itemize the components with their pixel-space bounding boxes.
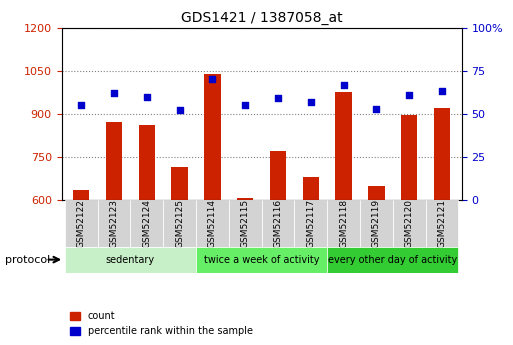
Text: every other day of activity: every other day of activity [328,255,458,265]
Point [110,90,118,96]
FancyBboxPatch shape [65,200,97,247]
FancyBboxPatch shape [130,200,163,247]
FancyBboxPatch shape [327,200,360,247]
FancyBboxPatch shape [426,200,459,247]
FancyBboxPatch shape [196,200,229,247]
Point [340,82,348,87]
Point [307,99,315,105]
Text: GSM52119: GSM52119 [372,199,381,248]
Text: GSM52121: GSM52121 [438,199,446,248]
Text: GSM52118: GSM52118 [339,199,348,248]
Text: GSM52116: GSM52116 [273,199,283,248]
Bar [171,167,188,200]
Point [241,102,249,108]
Text: GSM52120: GSM52120 [405,199,413,248]
Bar [401,115,418,200]
FancyBboxPatch shape [327,247,459,273]
FancyBboxPatch shape [196,247,327,273]
Point [405,92,413,98]
Text: GSM52114: GSM52114 [208,199,217,248]
Text: sedentary: sedentary [106,255,155,265]
Point [175,108,184,113]
Text: GSM52115: GSM52115 [241,199,250,248]
Bar [139,125,155,200]
Legend: count, percentile rank within the sample: count, percentile rank within the sample [66,307,256,340]
FancyBboxPatch shape [393,200,426,247]
FancyBboxPatch shape [294,200,327,247]
FancyBboxPatch shape [163,200,196,247]
Point [77,102,85,108]
FancyBboxPatch shape [229,200,262,247]
Point [372,106,381,111]
Bar [368,186,385,200]
Bar [270,151,286,200]
Point [274,96,282,101]
Text: GSM52122: GSM52122 [77,199,86,248]
FancyBboxPatch shape [65,247,196,273]
Bar [434,108,450,200]
FancyBboxPatch shape [97,200,130,247]
Text: twice a week of activity: twice a week of activity [204,255,320,265]
Bar [303,177,319,200]
Point [438,89,446,94]
Point [208,77,216,82]
Text: protocol: protocol [5,256,50,265]
Bar [73,190,89,200]
Text: GSM52123: GSM52123 [110,199,119,248]
Text: GSM52117: GSM52117 [306,199,315,248]
Bar [237,198,253,200]
FancyBboxPatch shape [360,200,393,247]
Text: GSM52125: GSM52125 [175,199,184,248]
Bar [336,92,352,200]
Text: GSM52124: GSM52124 [142,199,151,248]
Bar [106,122,122,200]
Bar [204,73,221,200]
Title: GDS1421 / 1387058_at: GDS1421 / 1387058_at [181,11,343,25]
FancyBboxPatch shape [262,200,294,247]
Point [143,94,151,99]
